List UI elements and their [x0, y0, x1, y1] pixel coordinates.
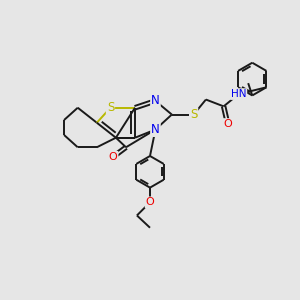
Text: HN: HN	[231, 89, 246, 99]
Text: S: S	[190, 108, 197, 121]
Text: N: N	[151, 123, 160, 136]
Text: S: S	[107, 101, 114, 114]
Text: N: N	[151, 94, 160, 107]
Text: O: O	[109, 152, 118, 162]
Text: O: O	[146, 197, 154, 207]
Text: O: O	[224, 119, 232, 129]
